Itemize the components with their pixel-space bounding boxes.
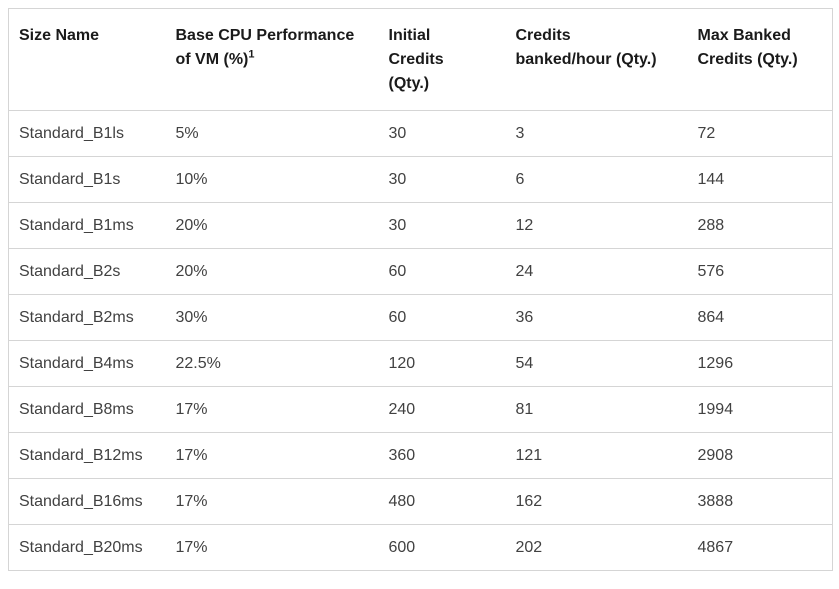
cell-max-banked-credits: 4867 [687,524,833,571]
table-row: Standard_B1s 10% 30 6 144 [8,156,833,203]
cell-initial-credits: 600 [378,524,506,571]
cell-initial-credits: 60 [378,248,506,295]
cell-size-name: Standard_B1s [8,156,166,203]
column-header-initial-credits: Initial Credits (Qty.) [378,8,506,111]
column-header-size-name: Size Name [8,8,166,111]
column-header-label: Base CPU Performance of VM (%) [175,27,355,68]
cell-credits-banked-per-hour: 36 [505,294,688,341]
cell-base-cpu-performance: 5% [165,110,379,157]
cell-initial-credits: 240 [378,386,506,433]
table-body: Standard_B1ls 5% 30 3 72 Standard_B1s 10% 30 6 14… [8,110,833,571]
header-row: Size Name Base CPU Performance of VM (%)1… [8,8,833,111]
cell-size-name: Standard_B1ms [8,202,166,249]
table-header: Size Name Base CPU Performance of VM (%)1… [8,8,833,111]
table-row: Standard_B8ms 17% 240 81 1994 [8,386,833,433]
table-row: Standard_B2ms 30% 60 36 864 [8,294,833,341]
column-header-label: Initial Credits (Qty.) [388,27,444,92]
cell-max-banked-credits: 576 [687,248,833,295]
table-row: Standard_B1ls 5% 30 3 72 [8,110,833,157]
cell-initial-credits: 360 [378,432,506,479]
cell-credits-banked-per-hour: 3 [505,110,688,157]
cell-base-cpu-performance: 17% [165,386,379,433]
cell-base-cpu-performance: 10% [165,156,379,203]
column-header-max-banked-credits: Max Banked Credits (Qty.) [687,8,833,111]
footnote-marker: 1 [248,48,255,61]
cell-initial-credits: 480 [378,478,506,525]
cell-max-banked-credits: 3888 [687,478,833,525]
cell-credits-banked-per-hour: 54 [505,340,688,387]
cell-initial-credits: 120 [378,340,506,387]
table-row: Standard_B1ms 20% 30 12 288 [8,202,833,249]
cell-size-name: Standard_B2ms [8,294,166,341]
cell-size-name: Standard_B2s [8,248,166,295]
cell-base-cpu-performance: 20% [165,202,379,249]
table-row: Standard_B4ms 22.5% 120 54 1296 [8,340,833,387]
cell-size-name: Standard_B1ls [8,110,166,157]
cell-size-name: Standard_B8ms [8,386,166,433]
cell-size-name: Standard_B16ms [8,478,166,525]
table-row: Standard_B12ms 17% 360 121 2908 [8,432,833,479]
cell-max-banked-credits: 1994 [687,386,833,433]
cell-base-cpu-performance: 17% [165,524,379,571]
cell-initial-credits: 30 [378,202,506,249]
cell-size-name: Standard_B12ms [8,432,166,479]
table-row: Standard_B20ms 17% 600 202 4867 [8,524,833,571]
cell-max-banked-credits: 72 [687,110,833,157]
cell-base-cpu-performance: 22.5% [165,340,379,387]
cell-credits-banked-per-hour: 162 [505,478,688,525]
table-row: Standard_B2s 20% 60 24 576 [8,248,833,295]
cell-credits-banked-per-hour: 202 [505,524,688,571]
cell-max-banked-credits: 864 [687,294,833,341]
cell-credits-banked-per-hour: 24 [505,248,688,295]
table-row: Standard_B16ms 17% 480 162 3888 [8,478,833,525]
cell-max-banked-credits: 144 [687,156,833,203]
vm-credits-table: Size Name Base CPU Performance of VM (%)1… [8,8,833,571]
cell-initial-credits: 30 [378,156,506,203]
cell-credits-banked-per-hour: 6 [505,156,688,203]
cell-size-name: Standard_B4ms [8,340,166,387]
cell-credits-banked-per-hour: 81 [505,386,688,433]
cell-size-name: Standard_B20ms [8,524,166,571]
cell-initial-credits: 30 [378,110,506,157]
column-header-base-cpu-performance: Base CPU Performance of VM (%)1 [165,8,379,111]
cell-base-cpu-performance: 30% [165,294,379,341]
cell-max-banked-credits: 1296 [687,340,833,387]
cell-credits-banked-per-hour: 121 [505,432,688,479]
column-header-label: Credits banked/hour (Qty.) [515,27,657,68]
cell-base-cpu-performance: 17% [165,478,379,525]
cell-max-banked-credits: 288 [687,202,833,249]
column-header-label: Max Banked Credits (Qty.) [697,27,798,68]
cell-base-cpu-performance: 17% [165,432,379,479]
column-header-label: Size Name [19,27,100,44]
cell-max-banked-credits: 2908 [687,432,833,479]
cell-initial-credits: 60 [378,294,506,341]
cell-base-cpu-performance: 20% [165,248,379,295]
column-header-credits-banked-per-hour: Credits banked/hour (Qty.) [505,8,688,111]
cell-credits-banked-per-hour: 12 [505,202,688,249]
